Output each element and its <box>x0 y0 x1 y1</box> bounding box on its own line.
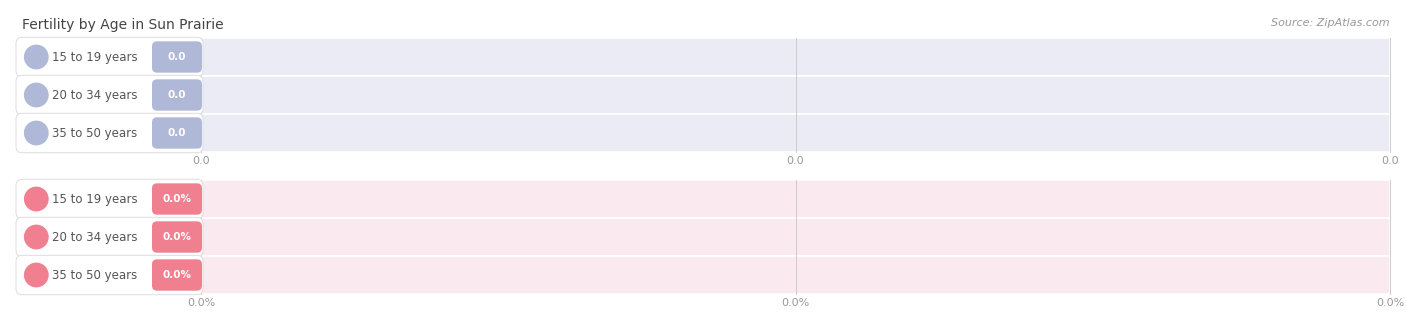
FancyBboxPatch shape <box>152 259 202 291</box>
Bar <box>22 180 1391 218</box>
Text: 0.0: 0.0 <box>1381 156 1399 166</box>
Text: 0.0%: 0.0% <box>163 232 191 242</box>
FancyBboxPatch shape <box>15 37 202 77</box>
FancyBboxPatch shape <box>15 113 202 153</box>
Circle shape <box>24 187 48 211</box>
FancyBboxPatch shape <box>152 117 202 149</box>
Bar <box>22 38 1391 76</box>
FancyBboxPatch shape <box>15 75 202 115</box>
Text: 0.0: 0.0 <box>193 156 209 166</box>
FancyBboxPatch shape <box>152 221 202 253</box>
Circle shape <box>24 263 48 287</box>
Text: Source: ZipAtlas.com: Source: ZipAtlas.com <box>1271 18 1391 28</box>
Circle shape <box>24 121 48 145</box>
FancyBboxPatch shape <box>152 183 202 215</box>
Text: 15 to 19 years: 15 to 19 years <box>52 192 138 206</box>
Text: 20 to 34 years: 20 to 34 years <box>52 88 138 102</box>
Text: 0.0: 0.0 <box>167 128 186 138</box>
Text: 20 to 34 years: 20 to 34 years <box>52 230 138 244</box>
Text: 0.0: 0.0 <box>167 90 186 100</box>
Text: 35 to 50 years: 35 to 50 years <box>52 126 138 140</box>
Text: 15 to 19 years: 15 to 19 years <box>52 50 138 63</box>
Text: 0.0%: 0.0% <box>163 270 191 280</box>
Bar <box>22 114 1391 152</box>
FancyBboxPatch shape <box>15 179 202 219</box>
FancyBboxPatch shape <box>152 41 202 73</box>
Text: 0.0%: 0.0% <box>782 298 810 308</box>
Circle shape <box>24 83 48 107</box>
Bar <box>22 76 1391 114</box>
Text: 35 to 50 years: 35 to 50 years <box>52 269 138 281</box>
Text: 0.0%: 0.0% <box>1376 298 1405 308</box>
Circle shape <box>24 45 48 69</box>
Text: 0.0: 0.0 <box>167 52 186 62</box>
FancyBboxPatch shape <box>15 217 202 257</box>
Bar <box>22 218 1391 256</box>
Text: 0.0: 0.0 <box>787 156 804 166</box>
FancyBboxPatch shape <box>15 255 202 295</box>
Bar <box>22 256 1391 294</box>
Text: 0.0%: 0.0% <box>163 194 191 204</box>
Circle shape <box>24 225 48 249</box>
Text: Fertility by Age in Sun Prairie: Fertility by Age in Sun Prairie <box>22 18 224 32</box>
FancyBboxPatch shape <box>152 79 202 111</box>
Text: 0.0%: 0.0% <box>187 298 215 308</box>
